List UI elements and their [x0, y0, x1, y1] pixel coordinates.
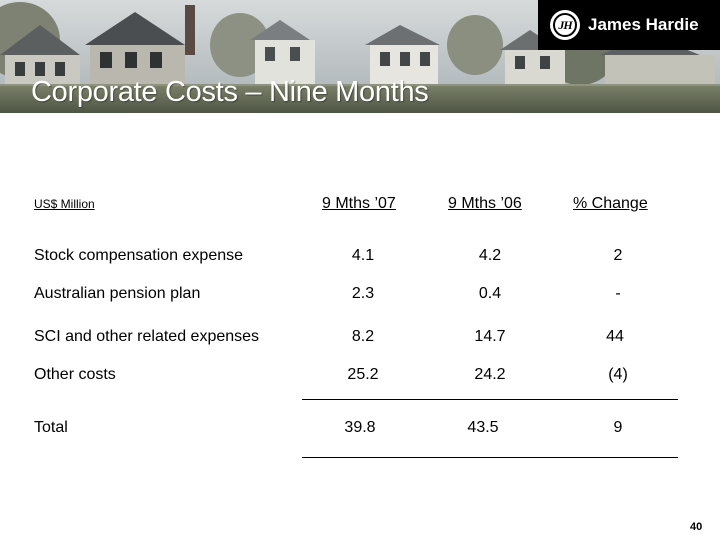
total-top-rule: [302, 399, 678, 400]
column-header-9mths-06: 9 Mths ’06: [448, 195, 522, 212]
table-cell-total: 9: [613, 419, 623, 436]
row-label-stock-compensation: Stock compensation expense: [34, 247, 244, 264]
table-cell: 0.4: [478, 285, 502, 302]
column-header-pct-change: % Change: [573, 195, 648, 212]
logo-mark-glyph: JH: [553, 13, 577, 37]
total-bottom-rule: [302, 457, 678, 458]
table-cell-total: 39.8: [344, 419, 376, 436]
row-label-sci-expenses: SCI and other related expenses: [34, 328, 260, 345]
james-hardie-logo: JH James Hardie: [538, 0, 720, 50]
row-label-total: Total: [34, 419, 68, 436]
table-cell: 4.2: [478, 247, 502, 264]
table-cell: (4): [608, 366, 628, 383]
row-label-australian-pension: Australian pension plan: [34, 285, 201, 302]
column-header-9mths-07: 9 Mths ’07: [322, 195, 396, 212]
table-cell: 8.2: [351, 328, 375, 345]
table-cell-total: 43.5: [467, 419, 499, 436]
table-cell: 24.2: [474, 366, 506, 383]
james-hardie-logo-mark-icon: JH: [550, 10, 580, 40]
table-cell: 44: [606, 328, 624, 345]
table-cell: 25.2: [347, 366, 379, 383]
table-cell: 4.1: [351, 247, 375, 264]
logo-text: James Hardie: [588, 15, 699, 34]
page-title: Corporate Costs – Nine Months: [31, 76, 429, 108]
table-cell: 2.3: [351, 285, 375, 302]
table-cell: 14.7: [474, 328, 506, 345]
table-cell: -: [615, 285, 621, 302]
row-label-other-costs: Other costs: [34, 366, 116, 383]
page-number: 40: [690, 521, 703, 533]
table-cell: 2: [613, 247, 623, 264]
units-label: US$ Million: [34, 197, 95, 211]
